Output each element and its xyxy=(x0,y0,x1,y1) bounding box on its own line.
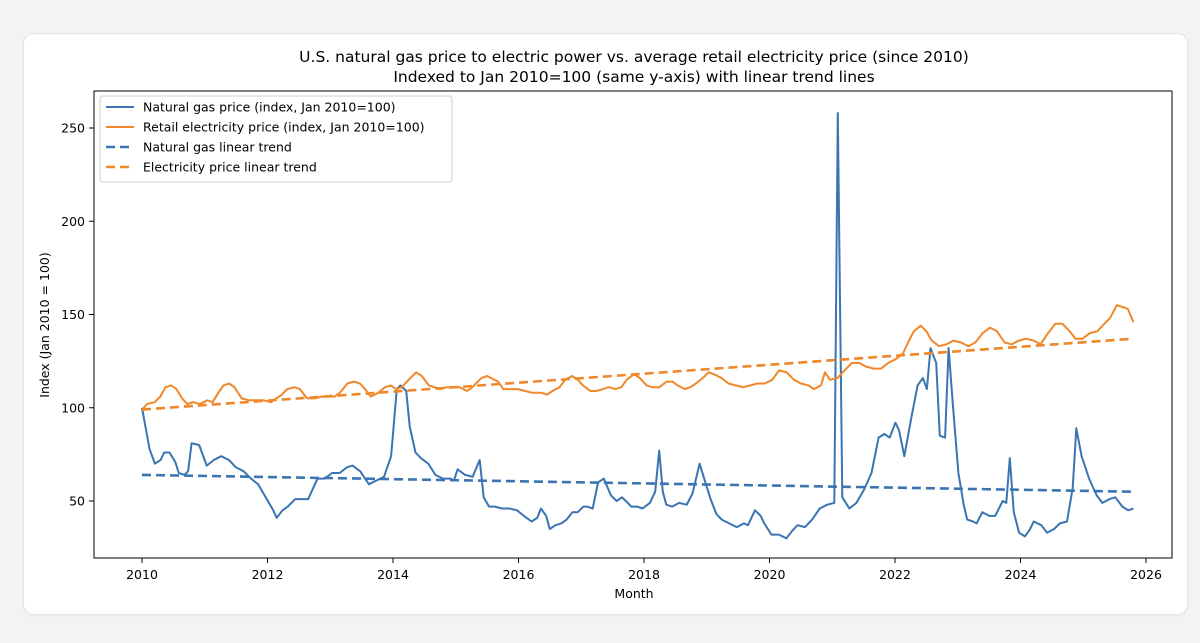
y-tick-label: 250 xyxy=(61,121,85,136)
gas-trend-line xyxy=(141,473,1134,493)
y-tick-label: 100 xyxy=(61,400,85,415)
legend-label: Electricity price linear trend xyxy=(143,160,317,175)
chart-title: U.S. natural gas price to electric power… xyxy=(299,48,969,66)
y-tick-label: 150 xyxy=(61,307,85,322)
legend: Natural gas price (index, Jan 2010=100) R… xyxy=(99,95,453,183)
x-tick-label: 2026 xyxy=(1130,567,1162,582)
y-tick-label: 200 xyxy=(61,214,85,229)
electricity-trend-line xyxy=(141,337,1134,411)
x-tick-label: 2018 xyxy=(628,567,660,582)
x-tick-label: 2022 xyxy=(879,567,911,582)
y-tick-label: 50 xyxy=(69,494,85,509)
x-tick-label: 2020 xyxy=(754,567,786,582)
plot-frame xyxy=(93,90,1173,559)
legend-label: Natural gas linear trend xyxy=(143,140,292,155)
x-tick-label: 2012 xyxy=(252,567,284,582)
x-tick-label: 2014 xyxy=(377,567,409,582)
x-tick-label: 2024 xyxy=(1005,567,1037,582)
plot-area xyxy=(93,90,1173,559)
electricity-price-line xyxy=(141,304,1135,411)
x-tick-label: 2010 xyxy=(126,567,158,582)
y-axis-label: Index (Jan 2010 = 100) xyxy=(37,252,52,397)
gas-price-line xyxy=(141,112,1134,540)
legend-frame xyxy=(99,95,453,183)
chart-subtitle: Indexed to Jan 2010=100 (same y-axis) wi… xyxy=(393,68,874,86)
series-layer xyxy=(141,112,1135,540)
legend-label: Natural gas price (index, Jan 2010=100) xyxy=(143,100,396,115)
axis-ticks: 2010 2012 2014 2016 2018 2020 2022 2024 2026 50 10… xyxy=(61,121,1162,583)
x-tick-label: 2016 xyxy=(503,567,535,582)
legend-label: Retail electricity price (index, Jan 201… xyxy=(143,120,425,135)
x-axis-label: Month xyxy=(614,586,653,601)
